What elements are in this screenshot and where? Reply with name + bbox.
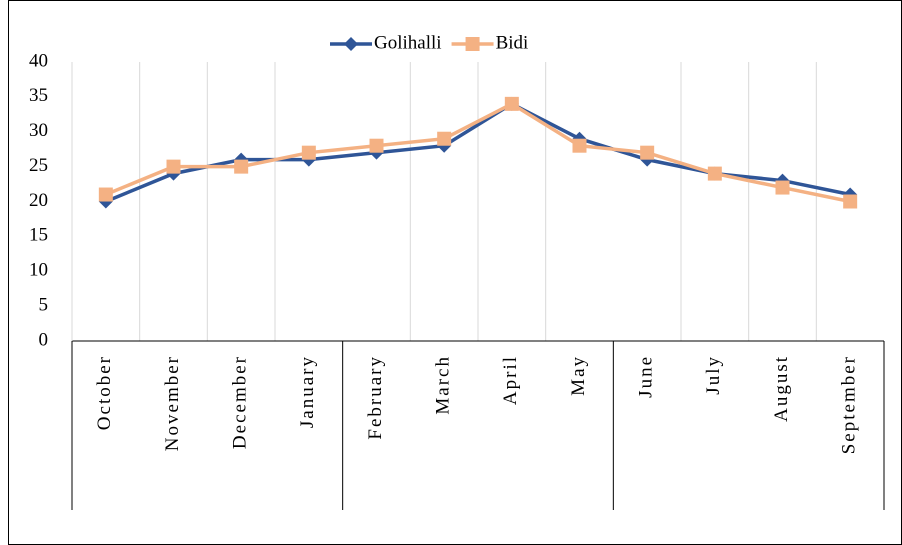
x-tick-label: February <box>365 355 386 440</box>
y-tick-label: 40 <box>29 50 48 71</box>
marker <box>98 187 113 202</box>
y-tick-label: 25 <box>29 155 48 176</box>
y-tick-label: 0 <box>39 329 49 350</box>
x-tick-label: May <box>568 355 589 396</box>
marker <box>572 138 587 153</box>
legend-label: Golihalli <box>374 32 442 53</box>
y-tick-label: 20 <box>29 190 48 211</box>
marker <box>707 166 722 181</box>
marker <box>369 138 384 153</box>
marker <box>775 180 790 195</box>
marker <box>640 145 655 160</box>
x-tick-label: January <box>297 355 318 428</box>
x-tick-label: October <box>94 355 115 430</box>
x-tick-label: July <box>703 355 724 395</box>
legend-marker <box>465 37 480 51</box>
x-tick-label: December <box>230 355 251 449</box>
x-tick-label: June <box>636 355 657 398</box>
chart-frame <box>8 0 902 545</box>
x-tick-label: November <box>162 355 183 451</box>
y-tick-label: 15 <box>29 225 48 246</box>
marker <box>301 145 316 160</box>
x-tick-label: April <box>500 355 521 405</box>
x-tick-label: March <box>433 355 454 415</box>
marker <box>504 96 519 111</box>
y-tick-label: 35 <box>29 85 48 106</box>
marker <box>843 194 858 209</box>
marker <box>234 159 249 174</box>
marker <box>437 131 452 146</box>
series-line <box>105 101 851 204</box>
y-tick-label: 10 <box>29 260 48 281</box>
x-tick-label: September <box>839 355 860 454</box>
legend-marker <box>344 37 358 51</box>
x-tick-label: August <box>771 355 792 422</box>
y-tick-label: 5 <box>39 294 49 315</box>
legend-label: Bidi <box>496 32 529 53</box>
y-tick-label: 30 <box>29 120 48 141</box>
marker <box>166 159 181 174</box>
